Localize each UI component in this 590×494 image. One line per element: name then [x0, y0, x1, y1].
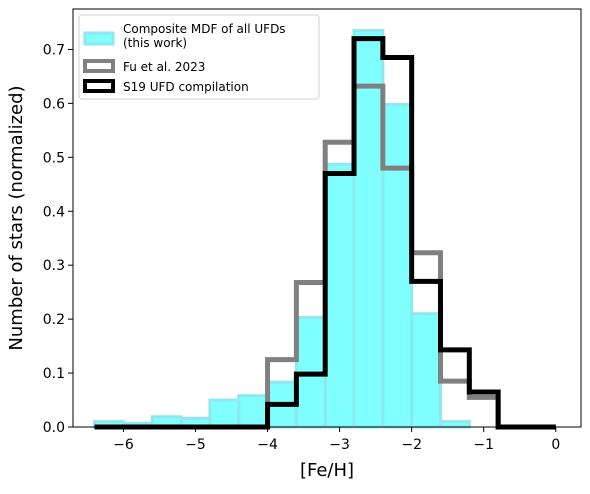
x-tick-label: −4	[257, 437, 278, 453]
x-tick-label: −1	[473, 437, 494, 453]
y-tick-label: 0.3	[43, 258, 65, 274]
legend-label-line: (this work)	[123, 36, 187, 50]
x-axis-label: [Fe/H]	[300, 460, 354, 481]
y-axis-ticks: 0.0 0.1 0.2 0.3 0.4 0.5 0.6 0.7	[43, 42, 73, 436]
legend-swatch-s19	[83, 79, 115, 93]
composite-mdf-bars	[93, 29, 471, 429]
composite-mdf-bar	[410, 312, 442, 429]
legend: Composite MDF of all UFDs (this work) Fu e…	[78, 14, 320, 100]
y-tick-label: 0.2	[43, 312, 65, 328]
y-tick-label: 0.5	[43, 150, 65, 166]
legend-swatch-composite	[83, 31, 115, 46]
y-tick-label: 0.6	[43, 96, 65, 112]
legend-label-fu2023: Fu et al. 2023	[123, 60, 205, 74]
legend-label-s19: S19 UFD compilation	[123, 80, 249, 94]
composite-mdf-bar	[208, 398, 241, 429]
composite-mdf-bar	[438, 420, 471, 429]
composite-mdf-bar	[237, 394, 270, 429]
composite-mdf-bar	[323, 162, 356, 429]
x-tick-label: −5	[185, 437, 206, 453]
x-tick-label: 0	[551, 437, 560, 453]
x-tick-label: −2	[401, 437, 422, 453]
legend-label-line: Composite MDF of all UFDs	[123, 22, 286, 36]
y-tick-label: 0.4	[43, 204, 65, 220]
y-tick-label: 0.1	[43, 366, 65, 382]
y-axis-label: Number of stars (normalized)	[6, 85, 27, 350]
y-tick-label: 0.7	[43, 42, 65, 58]
legend-label-composite: Composite MDF of all UFDs (this work)	[123, 22, 286, 50]
x-tick-label: −3	[329, 437, 350, 453]
y-tick-label: 0.0	[43, 420, 65, 436]
x-tick-label: −6	[113, 437, 134, 453]
composite-mdf-bar	[381, 102, 414, 429]
plot-frame	[72, 8, 582, 428]
x-axis-ticks: −6 −5 −4 −3 −2 −1 0	[113, 427, 560, 453]
composite-mdf-bar	[352, 29, 385, 429]
legend-box	[78, 14, 320, 100]
legend-swatch-fu2023	[83, 59, 115, 73]
